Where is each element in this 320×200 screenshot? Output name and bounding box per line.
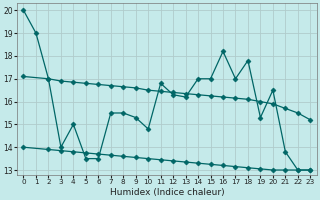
X-axis label: Humidex (Indice chaleur): Humidex (Indice chaleur): [109, 188, 224, 197]
